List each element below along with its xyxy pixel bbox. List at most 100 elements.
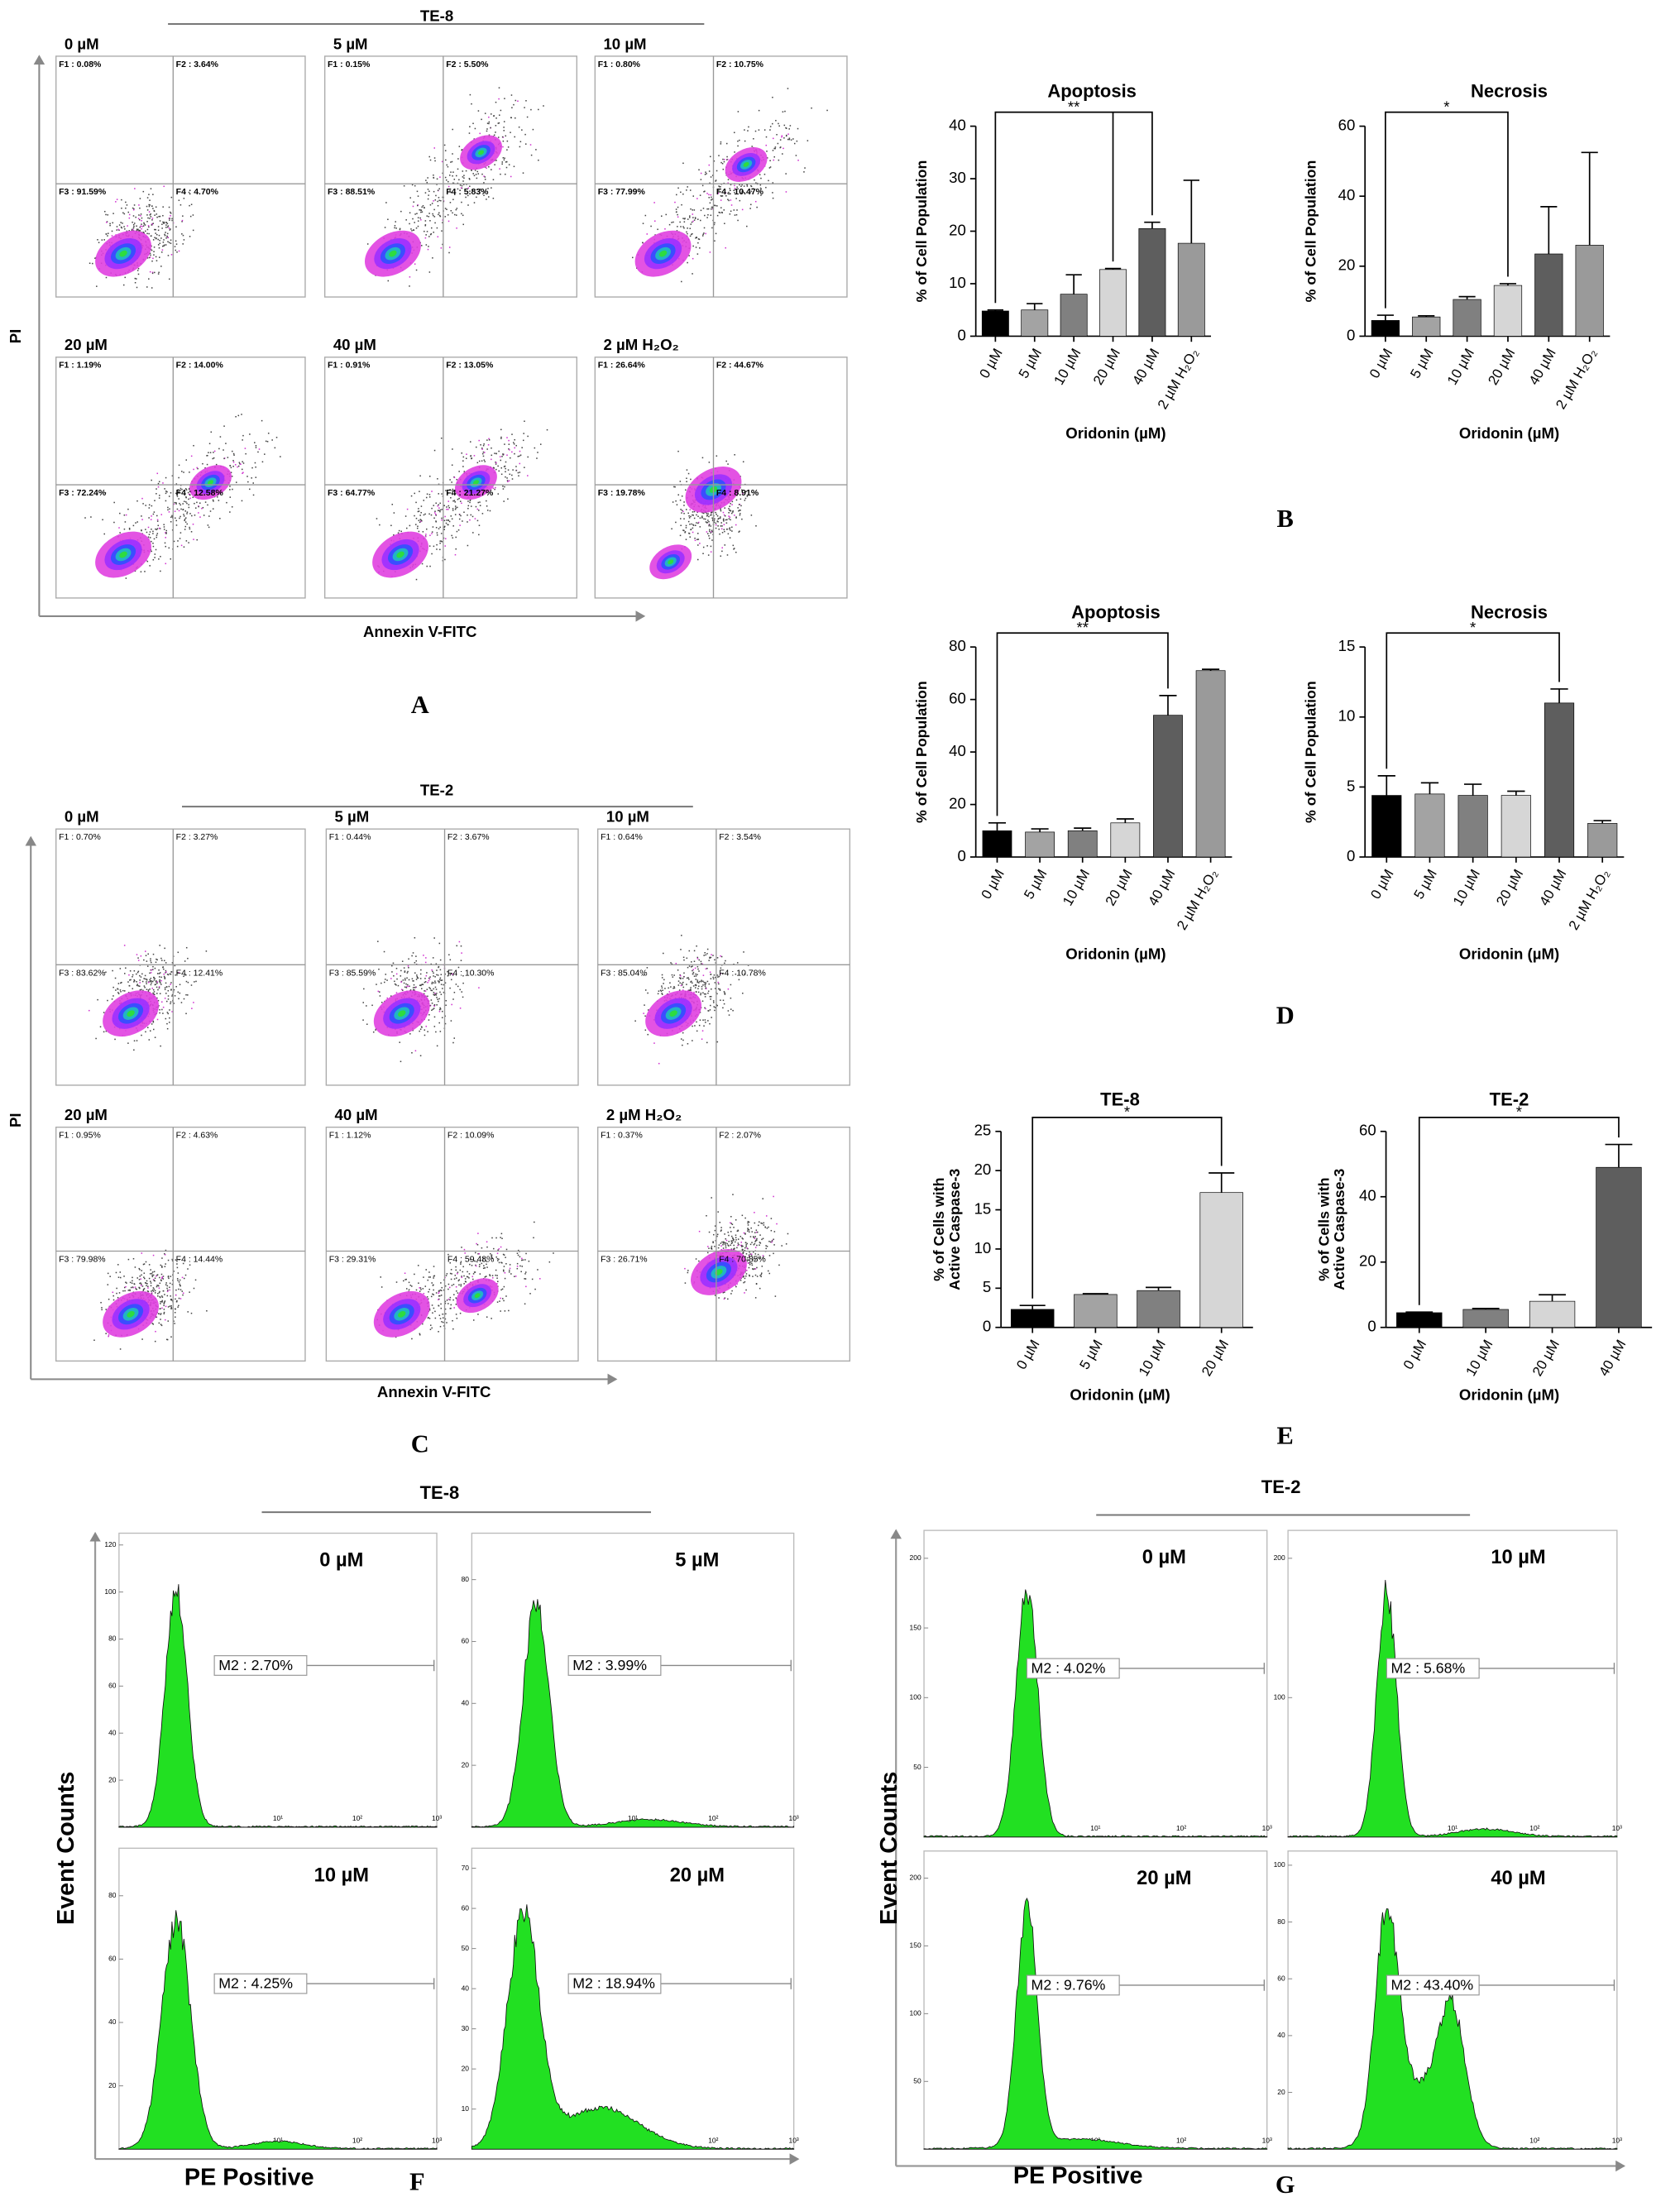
dot xyxy=(434,993,436,995)
dot xyxy=(426,988,428,990)
dot xyxy=(500,1289,502,1291)
dot xyxy=(484,1276,486,1278)
dot xyxy=(716,455,718,457)
dot xyxy=(411,1285,413,1287)
dot xyxy=(448,506,450,509)
dot xyxy=(170,1306,173,1309)
dot xyxy=(530,154,533,156)
dot xyxy=(707,208,710,210)
dot xyxy=(423,500,425,501)
dot xyxy=(187,957,189,960)
dot xyxy=(690,987,692,988)
quadrant-label: F1 : 0.08% xyxy=(59,60,102,69)
dot xyxy=(219,518,221,519)
dot xyxy=(167,1276,170,1278)
dot xyxy=(783,147,784,150)
dot xyxy=(475,446,477,448)
dot xyxy=(690,981,692,983)
dot xyxy=(447,970,448,973)
dot xyxy=(705,987,707,988)
dot xyxy=(154,557,156,558)
dot xyxy=(133,979,135,981)
dot xyxy=(515,444,517,447)
dot xyxy=(461,502,462,505)
dot xyxy=(418,519,420,522)
dot xyxy=(139,207,141,209)
dot xyxy=(786,134,787,136)
dot xyxy=(448,519,449,521)
dot xyxy=(181,221,183,223)
dot xyxy=(734,214,736,216)
dot xyxy=(715,511,716,514)
dot xyxy=(442,1321,444,1323)
dot xyxy=(404,515,407,517)
dot xyxy=(219,436,222,438)
dot xyxy=(706,967,708,969)
dot xyxy=(677,984,680,986)
dot xyxy=(418,510,420,512)
dot xyxy=(502,1298,504,1300)
dot xyxy=(761,1266,763,1267)
y-axis-label: PI xyxy=(7,1113,24,1127)
dot xyxy=(676,211,677,213)
dot xyxy=(737,1238,739,1240)
dot xyxy=(133,1040,136,1042)
dot xyxy=(778,159,780,161)
dot xyxy=(763,173,766,175)
dot xyxy=(142,231,145,233)
dot xyxy=(149,537,151,538)
dot xyxy=(425,957,427,959)
dot xyxy=(497,1280,499,1283)
dot xyxy=(642,223,644,224)
dot xyxy=(758,129,760,131)
dot xyxy=(687,1043,689,1045)
dot xyxy=(680,191,682,194)
dot xyxy=(169,973,171,975)
dot xyxy=(511,451,513,453)
dot xyxy=(232,466,234,467)
dot xyxy=(708,524,710,527)
dot xyxy=(691,980,692,983)
dot xyxy=(433,1275,436,1277)
dot xyxy=(157,229,160,232)
dot xyxy=(159,1296,161,1299)
dot xyxy=(141,223,142,225)
dot xyxy=(395,227,397,229)
dot xyxy=(210,431,213,433)
dot xyxy=(502,157,505,159)
dot xyxy=(734,187,736,189)
dot xyxy=(229,486,231,487)
dot xyxy=(513,165,515,168)
dot xyxy=(434,980,436,982)
dot xyxy=(715,179,717,181)
dot xyxy=(519,141,522,143)
dot xyxy=(711,227,713,229)
dot xyxy=(103,1031,105,1033)
dot xyxy=(184,525,187,528)
dot xyxy=(692,232,693,235)
dot xyxy=(735,213,738,216)
dot xyxy=(722,519,725,521)
dot xyxy=(431,1327,433,1329)
dot xyxy=(150,1282,152,1284)
dot xyxy=(761,1238,763,1241)
dot xyxy=(117,1296,119,1299)
dot xyxy=(677,213,678,216)
dot xyxy=(169,219,170,221)
dot xyxy=(178,1288,179,1290)
dot xyxy=(714,1009,716,1012)
dot xyxy=(488,438,490,440)
dot xyxy=(669,982,671,984)
dot xyxy=(454,514,457,515)
dot xyxy=(455,536,457,538)
dot xyxy=(127,1042,129,1044)
dot xyxy=(702,208,705,209)
dot xyxy=(462,520,463,522)
dot xyxy=(505,161,507,163)
dot xyxy=(133,223,136,224)
dot xyxy=(826,109,828,112)
dot xyxy=(425,179,427,181)
dot xyxy=(132,976,133,978)
dot xyxy=(449,1296,452,1299)
dot xyxy=(773,159,775,161)
